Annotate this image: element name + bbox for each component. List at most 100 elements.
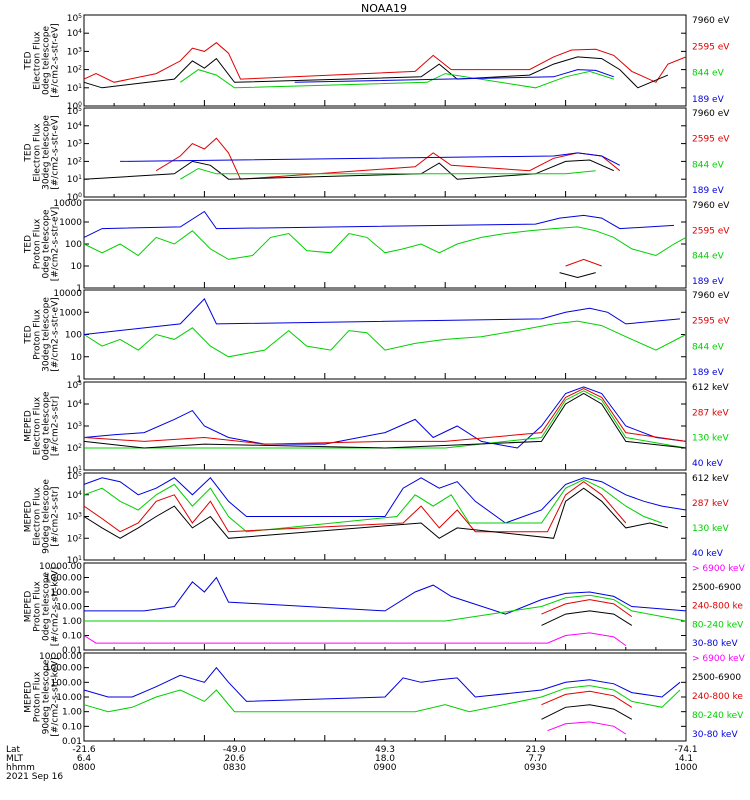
- series-line-1: [83, 320, 687, 358]
- y-tick-label: 0.10: [62, 722, 82, 732]
- series-line-3: [541, 690, 633, 708]
- legend-entry: 189 eV: [692, 95, 725, 105]
- legend-entry: 189 eV: [692, 186, 725, 196]
- y-axis-label: 0deg telescope: [42, 26, 52, 96]
- y-tick-label: 100: [67, 101, 82, 113]
- y-tick-label: 105: [67, 471, 82, 483]
- footer-row-label: Lat: [6, 745, 21, 755]
- footer-time-value: 0930: [524, 763, 547, 773]
- series-line-4: [541, 610, 633, 626]
- chart-panel-6: 101 102 103 104 105 MEPED Electron Flux 90deg t…: [24, 471, 730, 567]
- chart-panel-8: 0.01 0.10 1.00 10.00 100.00 1000.00 10000.00 ME…: [24, 652, 746, 747]
- footer-lat-value: 49.3: [375, 745, 395, 755]
- y-tick-label: 10000: [53, 199, 82, 209]
- legend-entry: 7960 eV: [692, 109, 730, 119]
- series-line-2: [83, 685, 681, 713]
- legend-entry: 844 eV: [692, 69, 725, 79]
- y-axis-label: 0deg telescope: [42, 391, 52, 461]
- series-line-4: [83, 392, 687, 449]
- series-line-4: [541, 704, 633, 720]
- legend-entry: 844 eV: [692, 342, 725, 352]
- footer-row-label: MLT: [6, 754, 24, 764]
- y-axis-label: TED: [24, 325, 34, 344]
- series-line-3: [84, 390, 687, 449]
- legend-entry: 2595 eV: [692, 135, 730, 145]
- legend-entry: 7960 eV: [692, 291, 730, 301]
- y-axis-label: TED: [24, 51, 34, 70]
- series-line-3: [83, 481, 627, 533]
- legend-entry: 7960 eV: [692, 201, 730, 211]
- series-line-2: [84, 594, 687, 622]
- legend-entry: 30-80 keV: [692, 730, 738, 740]
- legend-entry: 2500-6900: [692, 583, 741, 593]
- y-tick-label: 0.01: [62, 646, 82, 656]
- series-line-1: [83, 42, 687, 83]
- panel-frame: [83, 14, 687, 107]
- plot-title: NOAA19: [361, 2, 407, 15]
- y-tick-label: 1000.00: [45, 664, 82, 674]
- y-tick-label: 10: [71, 353, 83, 363]
- series-line-1: [84, 576, 687, 615]
- legend-entry: 612 keV: [692, 474, 729, 484]
- y-tick-label: 1.00: [62, 617, 82, 627]
- y-axis-label: [#/cm2-s-str-eV]: [51, 23, 61, 98]
- y-axis-label: [#/cm2-s-str-eV]: [51, 115, 61, 190]
- y-axis-label: 90deg telescope: [42, 479, 52, 554]
- footer-time-value: 0830: [223, 763, 246, 773]
- y-axis-label: MEPED: [24, 410, 34, 442]
- series-line-5: [83, 632, 627, 647]
- y-tick-label: 1.00: [62, 708, 82, 718]
- legend-entry: 40 keV: [692, 459, 724, 469]
- y-axis-label: [#/cm2-s-str-keV]: [51, 567, 61, 646]
- panel-frame: [83, 107, 687, 198]
- legend-entry: 80-240 keV: [692, 711, 744, 721]
- y-tick-label: 104: [67, 28, 82, 40]
- y-tick-label: 101: [67, 174, 82, 186]
- y-axis-label: [#/cm2-s-str-eV]: [51, 207, 61, 282]
- series-line-1: [83, 477, 687, 524]
- footer-mlt-value: 20.6: [224, 754, 244, 764]
- y-axis-label: Electron Flux: [33, 123, 43, 182]
- y-axis-label: [#/cm2-s-str]: [51, 396, 61, 456]
- series-line-2: [83, 388, 687, 445]
- y-tick-label: 104: [67, 120, 82, 132]
- series-line-2: [83, 478, 663, 533]
- footer-mlt-value: 18.0: [375, 754, 395, 764]
- chart-panel-5: 101 102 103 104 105 MEPED Electron Flux 0deg te…: [24, 380, 730, 477]
- legend-entry: 189 eV: [692, 368, 725, 378]
- y-axis-label: Electron Flux: [33, 487, 43, 546]
- y-axis-label: MEPED: [24, 591, 34, 623]
- chart-panel-7: 0.01 0.10 1.00 10.00 100.00 1000.00 10000.00 ME…: [24, 562, 746, 656]
- y-tick-label: 1000: [59, 218, 82, 228]
- legend-entry: > 6900 keV: [692, 654, 746, 664]
- y-tick-label: 100: [67, 192, 82, 204]
- footer-mlt-value: 7.7: [528, 754, 542, 764]
- series-line-3: [541, 599, 633, 618]
- footer-time-value: 0900: [374, 763, 397, 773]
- legend-entry: 189 eV: [692, 277, 725, 287]
- y-axis-label: 0deg telescope: [42, 209, 52, 279]
- legend-entry: 287 keV: [692, 499, 729, 509]
- series-line-5: [547, 721, 627, 735]
- legend-entry: > 6900 keV: [692, 564, 746, 574]
- legend-entry: 7960 eV: [692, 16, 730, 26]
- legend-entry: 2500-6900: [692, 673, 741, 683]
- y-tick-label: 1000.00: [45, 574, 82, 584]
- y-tick-label: 100.00: [51, 678, 83, 688]
- y-axis-label: Proton Flux: [33, 218, 43, 269]
- y-axis-label: MEPED: [24, 681, 34, 713]
- y-tick-label: 103: [67, 511, 82, 523]
- legend-entry: 2595 eV: [692, 317, 730, 327]
- legend-entry: 287 keV: [692, 408, 729, 418]
- panel-frame: [83, 381, 687, 471]
- series-line-2: [83, 159, 615, 180]
- footer-time-value: 1000: [675, 763, 698, 773]
- legend-entry: 2595 eV: [692, 226, 730, 236]
- y-tick-label: 10: [71, 262, 83, 272]
- y-axis-label: TED: [24, 235, 34, 254]
- y-axis-label: 30deg telescope: [42, 297, 52, 372]
- legend-entry: 130 keV: [692, 524, 729, 534]
